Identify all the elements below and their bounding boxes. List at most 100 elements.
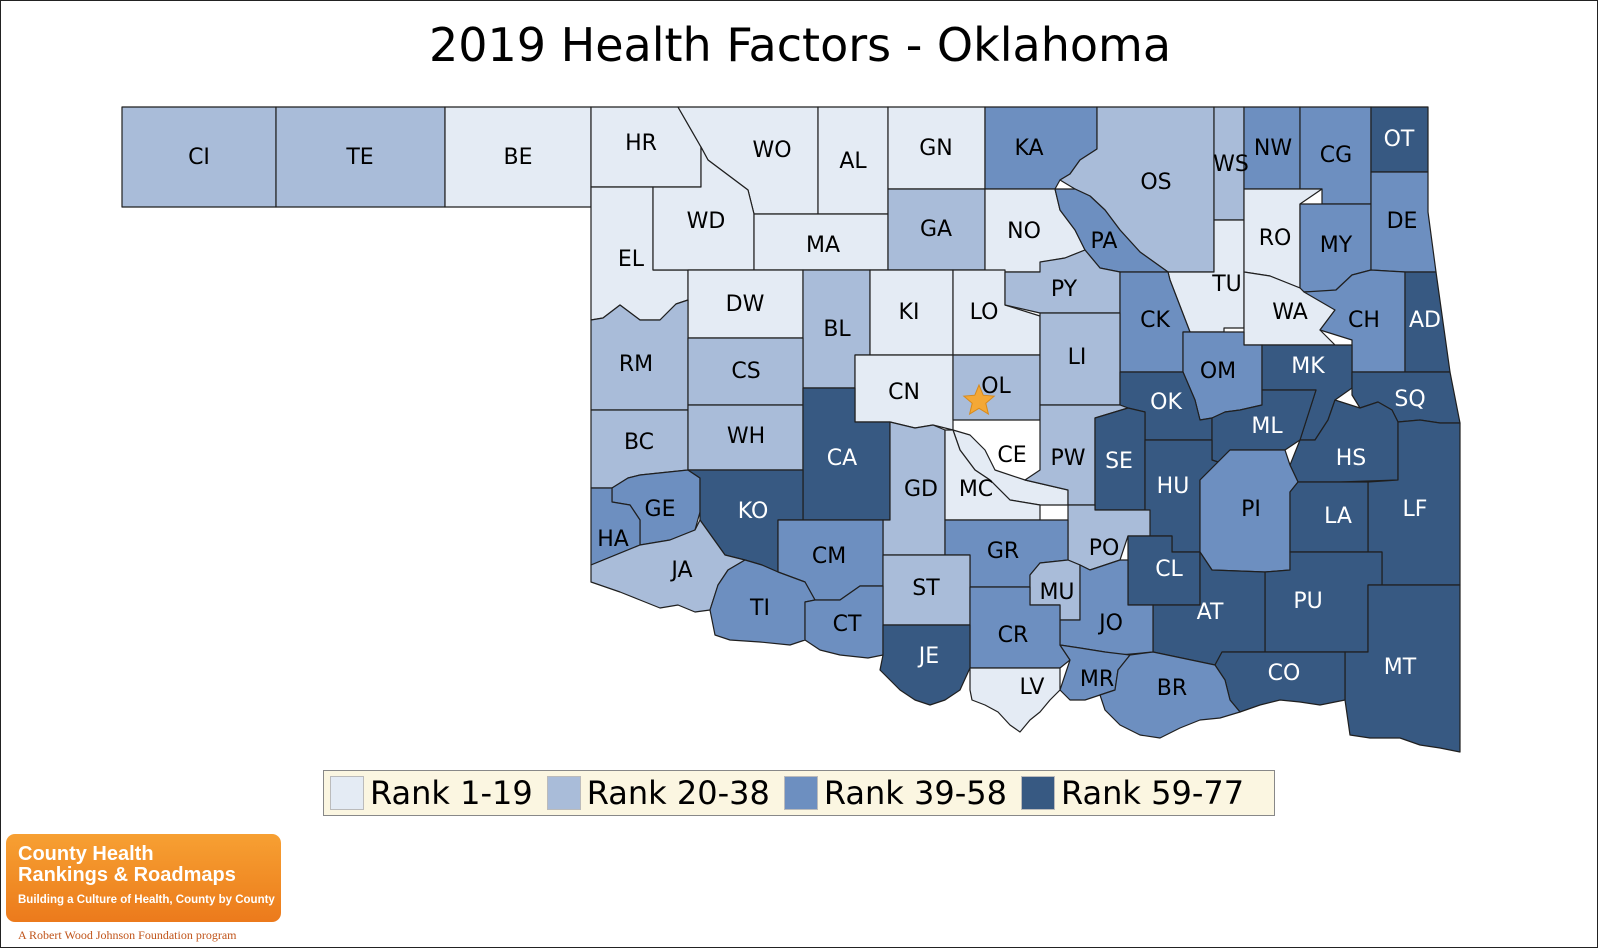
county-label-ge: GE [645,497,676,522]
county-label-ce: CE [997,443,1026,468]
county-label-ws: WS [1213,152,1249,177]
county-label-ch: CH [1348,308,1380,333]
county-health-rankings-logo: County Health Rankings & Roadmaps Buildi… [6,834,281,922]
county-label-co: CO [1268,661,1301,686]
county-label-ot: OT [1384,127,1415,152]
county-label-tu: TU [1211,272,1242,297]
legend-label: Rank 1-19 [370,774,533,812]
county-label-pw: PW [1050,446,1085,471]
county-label-te: TE [345,145,373,170]
county-label-hu: HU [1157,474,1190,499]
county-label-al: AL [839,149,867,174]
county-label-ja: JA [669,558,692,583]
county-label-cl: CL [1155,557,1183,582]
logo-title-line2: Rankings & Roadmaps [18,864,236,886]
county-label-de: DE [1387,209,1418,234]
foundation-credit: A Robert Wood Johnson Foundation program [18,928,237,942]
county-label-om: OM [1200,359,1236,384]
legend-label: Rank 20-38 [586,774,770,812]
legend-swatch [546,776,581,810]
county-label-wo: WO [752,138,791,163]
county-label-hs: HS [1336,446,1367,471]
county-label-cg: CG [1320,143,1352,168]
legend-item-rank-59-77: Rank 59-77 [1020,774,1245,812]
county-ti[interactable] [709,559,816,646]
county-br[interactable] [1099,651,1241,739]
county-label-ka: KA [1014,136,1043,161]
county-label-wd: WD [687,209,726,234]
legend-label: Rank 39-58 [823,774,1007,812]
county-label-ma: MA [806,233,840,258]
county-je[interactable] [879,624,971,706]
county-label-ro: RO [1259,226,1292,251]
legend-item-rank-20-38: Rank 20-38 [546,774,770,812]
county-label-gr: GR [987,539,1019,564]
capital-star-icon [962,383,996,416]
county-label-cn: CN [888,380,920,405]
county-label-pi: PI [1241,497,1261,522]
county-label-br: BR [1157,676,1187,701]
county-label-at: AT [1197,600,1224,625]
county-label-mk: MK [1291,354,1325,379]
legend-swatch [330,776,364,810]
county-label-pa: PA [1091,229,1118,254]
county-label-jo: JO [1097,611,1123,636]
legend-label: Rank 59-77 [1060,774,1245,812]
county-label-je: JE [917,644,939,669]
county-label-ti: TI [749,596,770,621]
county-label-ok: OK [1150,390,1182,415]
county-label-no: NO [1007,219,1041,244]
county-label-nw: NW [1254,136,1292,161]
county-lv[interactable] [969,667,1061,733]
county-label-ml: ML [1251,414,1283,439]
county-label-ko: KO [738,499,769,524]
county-label-ad: AD [1409,308,1441,333]
county-label-mc: MC [959,477,993,502]
county-label-li: LI [1068,345,1087,370]
county-ct[interactable] [804,585,884,659]
county-label-gn: GN [919,136,953,161]
county-label-sq: SQ [1394,387,1425,412]
county-label-el: EL [618,247,645,272]
county-label-py: PY [1051,277,1078,302]
county-label-mr: MR [1080,667,1114,692]
county-label-cm: CM [812,544,846,569]
county-label-wh: WH [727,424,765,449]
map-title: 2019 Health Factors - Oklahoma [428,18,1172,72]
county-label-ha: HA [597,527,629,552]
county-label-ck: CK [1140,308,1170,333]
county-label-ol: OL [981,374,1011,399]
county-label-os: OS [1140,170,1171,195]
county-label-be: BE [504,145,533,170]
county-label-po: PO [1089,536,1120,561]
county-label-bc: BC [624,430,654,455]
county-mt[interactable] [1344,584,1461,753]
map-legend: Rank 1-19 Rank 20-38 Rank 39-58 Rank 59-… [323,770,1275,816]
county-label-wa: WA [1272,300,1308,325]
legend-swatch [783,776,818,810]
county-label-hr: HR [625,131,657,156]
county-label-la: LA [1324,504,1352,529]
county-label-lf: LF [1403,497,1428,522]
county-label-bl: BL [823,317,851,342]
county-label-ci: CI [188,145,210,170]
county-label-gd: GD [904,477,938,502]
legend-item-rank-1-19: Rank 1-19 [330,774,533,812]
county-label-lo: LO [970,300,999,325]
legend-item-rank-39-58: Rank 39-58 [783,774,1007,812]
legend-swatch [1020,776,1055,810]
county-label-my: MY [1320,233,1353,258]
county-label-ct: CT [833,612,862,637]
county-label-dw: DW [726,292,765,317]
county-label-cs: CS [731,359,760,384]
county-label-pu: PU [1293,589,1322,614]
county-label-ca: CA [827,446,857,471]
logo-tagline: Building a Culture of Health, County by … [18,894,275,906]
county-label-rm: RM [619,352,653,377]
county-label-mt: MT [1384,655,1417,680]
county-label-lv: LV [1020,675,1045,700]
county-label-ga: GA [920,217,952,242]
county-label-mu: MU [1039,580,1074,605]
